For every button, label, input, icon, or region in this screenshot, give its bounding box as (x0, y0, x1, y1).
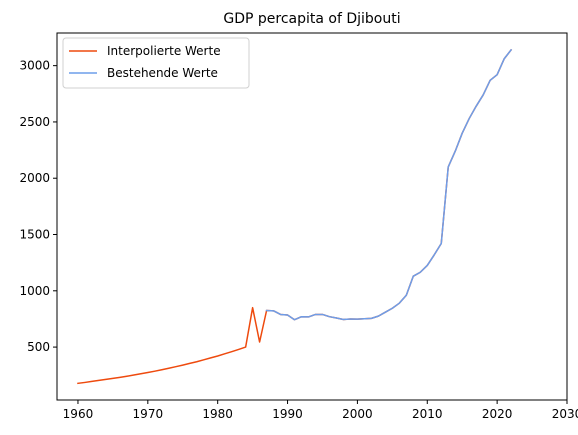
series-layer (77, 48, 513, 385)
y-tick-label: 1500 (19, 228, 50, 242)
y-tick-label: 2000 (19, 171, 50, 185)
y-tick-label: 1000 (19, 284, 50, 298)
x-tick-label: 2030 (552, 407, 578, 421)
x-tick-label: 1990 (272, 407, 303, 421)
legend-label: Interpolierte Werte (107, 44, 221, 58)
legend: Interpolierte Werte Bestehende Werte (62, 37, 250, 89)
x-axis: 1960 1970 1980 1990 2000 2010 2020 2030 (63, 400, 578, 421)
legend-label: Bestehende Werte (107, 66, 218, 80)
legend-box (62, 37, 250, 89)
series-line-1 (77, 48, 513, 385)
x-tick-label: 1960 (63, 407, 94, 421)
x-tick-label: 1980 (202, 407, 233, 421)
y-tick-label: 500 (27, 340, 50, 354)
y-tick-label: 2500 (19, 115, 50, 129)
chart-title: GDP percapita of Djibouti (223, 11, 400, 27)
x-tick-label: 2010 (412, 407, 443, 421)
series-line-2 (265, 48, 513, 321)
plot-frame (56, 32, 568, 401)
y-axis: 500 1000 1500 2000 2500 3000 (19, 59, 57, 354)
x-tick-label: 2020 (482, 407, 513, 421)
x-tick-label: 2000 (342, 407, 373, 421)
legend-items: Interpolierte Werte Bestehende Werte (69, 44, 221, 80)
y-tick-label: 3000 (19, 59, 50, 73)
x-tick-label: 1970 (133, 407, 164, 421)
